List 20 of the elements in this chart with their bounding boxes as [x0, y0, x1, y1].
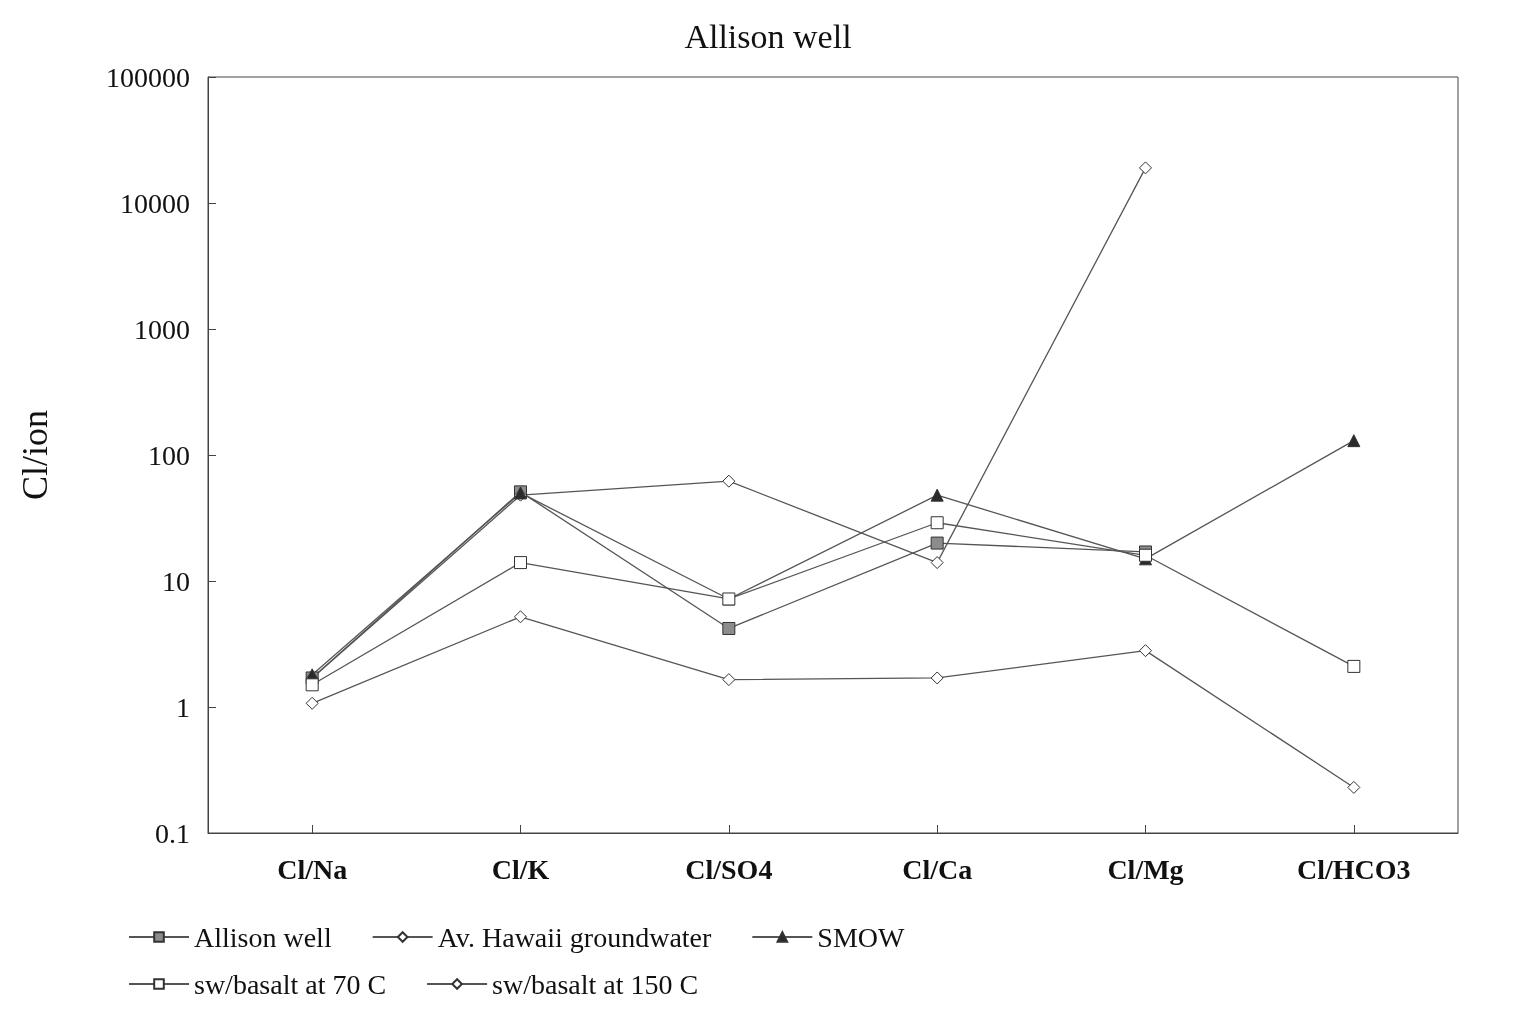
x-tick-label: Cl/Na: [277, 853, 348, 885]
x-tick-label: Cl/SO4: [685, 853, 773, 885]
y-tick-label: 100: [148, 439, 190, 471]
chart-title: Allison well: [684, 17, 852, 55]
y-tick-label: 10: [162, 565, 190, 597]
x-tick-label: Cl/K: [491, 853, 550, 885]
legend-label: SMOW: [817, 921, 906, 953]
x-tick-label: Cl/Mg: [1107, 853, 1184, 885]
y-tick-label: 0.1: [155, 817, 190, 849]
legend-label: sw/basalt at 150 C: [492, 968, 699, 1000]
y-tick-label: 10000: [120, 187, 190, 219]
y-tick-label: 1000: [134, 313, 190, 345]
y-tick-label: 1: [176, 691, 190, 723]
y-axis-title: Cl/ion: [15, 409, 55, 501]
legend-label: Allison well: [194, 921, 332, 953]
y-tick-label: 100000: [106, 61, 190, 93]
x-tick-label: Cl/HCO3: [1297, 853, 1411, 885]
legend-label: sw/basalt at 70 C: [194, 968, 387, 1000]
legend-label: Av. Hawaii groundwater: [437, 921, 713, 953]
x-tick-label: Cl/Ca: [902, 853, 973, 885]
